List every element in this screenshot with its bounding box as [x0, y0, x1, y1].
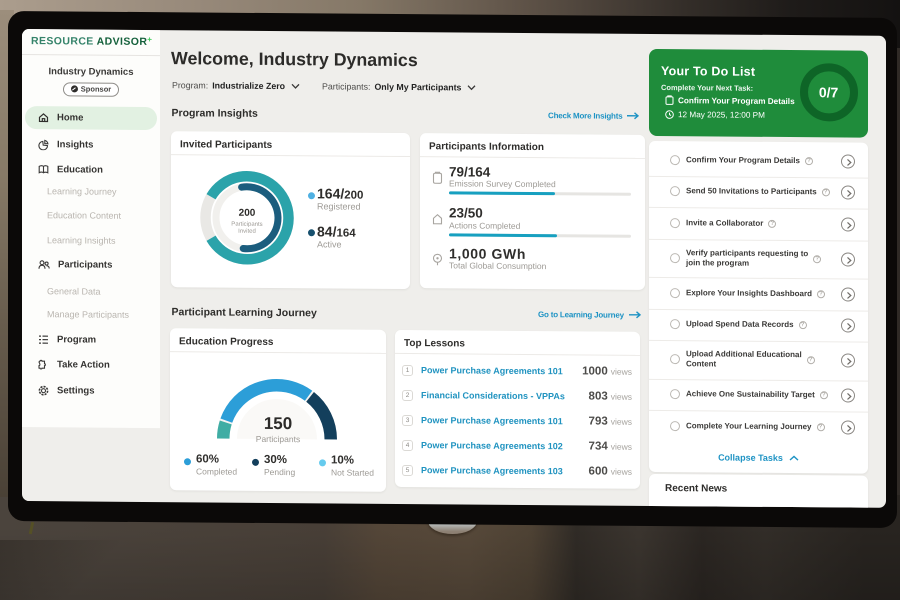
svg-text:Participants: Participants [231, 221, 262, 227]
svg-text:200: 200 [238, 207, 255, 218]
svg-text:Invited: Invited [238, 228, 256, 234]
